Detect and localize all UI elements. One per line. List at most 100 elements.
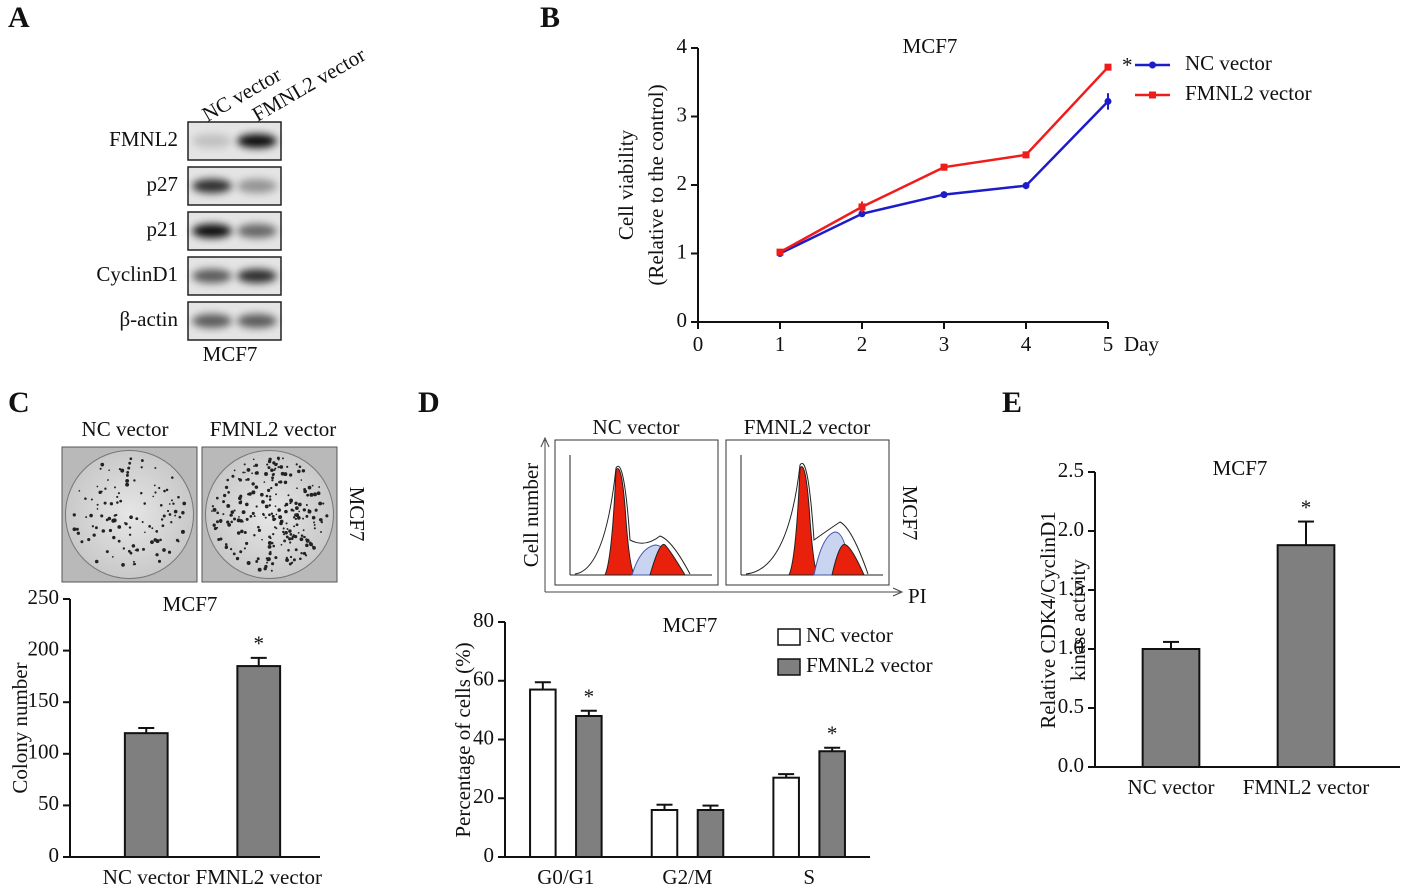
colony-dot: [157, 559, 162, 563]
flow-label: NC vector: [593, 415, 680, 439]
x-tick-label: 4: [1021, 332, 1032, 356]
colony-dot: [230, 520, 233, 524]
colony-dot: [294, 548, 298, 552]
blot-band: [237, 179, 277, 193]
colony-dot: [118, 468, 122, 471]
colony-dot: [165, 488, 169, 492]
legend-label: FMNL2 vector: [1185, 81, 1312, 105]
colony-dot: [265, 557, 269, 560]
colony-dot: [135, 517, 139, 521]
colony-dot: [263, 481, 266, 483]
colony-dot: [168, 503, 171, 505]
flow-x-label: PI: [908, 584, 927, 608]
colony-dot: [298, 510, 301, 513]
colony-dot: [273, 526, 277, 529]
figure-art: [61, 436, 904, 597]
colony-dot: [117, 525, 122, 529]
colony-dot: [282, 533, 285, 536]
colony-dot: [316, 491, 321, 496]
colony-dot: [282, 457, 284, 460]
y-tick-label: 1.0: [1058, 635, 1084, 659]
x-axis-label: Day: [1124, 332, 1159, 356]
colony-dot: [180, 529, 185, 534]
colony-dot: [251, 490, 256, 495]
flow-frame: [554, 439, 719, 586]
colony-dot: [166, 509, 170, 513]
colony-dot: [107, 479, 109, 481]
colony-dot: [75, 527, 79, 531]
colony-dot: [105, 550, 109, 554]
colony-dot: [298, 465, 302, 469]
colony-dot: [297, 531, 300, 534]
colony-dot: [289, 555, 293, 559]
bar: [650, 809, 679, 858]
colony-dot: [155, 553, 159, 557]
colony-dot: [224, 545, 228, 549]
colony-dot: [300, 534, 304, 537]
colony-dot: [167, 550, 172, 554]
y-tick-label: 0: [677, 308, 688, 332]
y-tick-label: 0.5: [1058, 694, 1084, 718]
colony-dot: [177, 495, 180, 499]
colony-dot: [279, 519, 284, 524]
bar: [575, 715, 603, 858]
colony-dot: [264, 516, 267, 519]
colony-dot: [181, 511, 185, 515]
colony-dot: [253, 534, 256, 537]
colony-dot: [268, 513, 271, 517]
y-tick-label: 40: [473, 725, 494, 749]
legend-marker: [1149, 61, 1156, 69]
colony-dot: [294, 501, 298, 506]
colony-dot: [142, 547, 145, 551]
x-tick-label: 1: [775, 332, 786, 356]
colony-dot: [286, 465, 289, 468]
chart-title: MCF7: [1213, 456, 1268, 480]
colony-dot: [133, 562, 137, 566]
colony-dot: [313, 527, 316, 530]
colony-dot: [295, 523, 299, 527]
colony-dot: [319, 518, 323, 522]
colony-dot: [287, 549, 290, 552]
colonies: [72, 456, 329, 572]
colony-dot: [284, 509, 288, 514]
colony-dot: [301, 469, 306, 473]
colony-dot: [278, 515, 283, 520]
colony-dot: [123, 522, 126, 524]
colony-dot: [159, 503, 163, 507]
colony-dot: [279, 480, 283, 484]
colony-dot: [111, 555, 114, 558]
colony-dot: [120, 468, 125, 473]
colony-dot: [271, 514, 275, 518]
y-tick-label: 3: [677, 102, 688, 126]
colony-dot: [300, 551, 303, 555]
colony-dot: [292, 558, 296, 562]
y-axis-label: (Relative to the control): [644, 84, 668, 285]
colony-dot: [129, 551, 133, 555]
colony-dot: [289, 541, 292, 544]
colony-dot: [312, 546, 316, 550]
colony-dot: [290, 508, 294, 512]
bar: [123, 732, 169, 858]
line: [779, 66, 1109, 254]
colony-dot: [296, 487, 298, 490]
plate: [65, 450, 194, 579]
colony-dot: [125, 482, 130, 487]
colony-dot: [265, 494, 269, 498]
annotation: *: [584, 685, 595, 709]
colony-dot: [288, 529, 292, 533]
colony-dot: [257, 567, 262, 572]
colony-dot: [177, 540, 180, 543]
colony-dot: [216, 511, 220, 515]
legend-swatch: [777, 628, 801, 646]
colony-dot: [251, 472, 254, 475]
x-tick-label: NC vector: [1128, 775, 1215, 799]
colony-dot: [325, 514, 329, 518]
colony-dot: [96, 485, 99, 488]
colony-dot: [100, 514, 104, 518]
y-tick-label: 20: [473, 784, 494, 808]
colony-dot: [143, 502, 146, 505]
colony-dot: [213, 526, 217, 531]
colony-dot: [273, 469, 276, 472]
x-tick-label: 2: [857, 332, 868, 356]
